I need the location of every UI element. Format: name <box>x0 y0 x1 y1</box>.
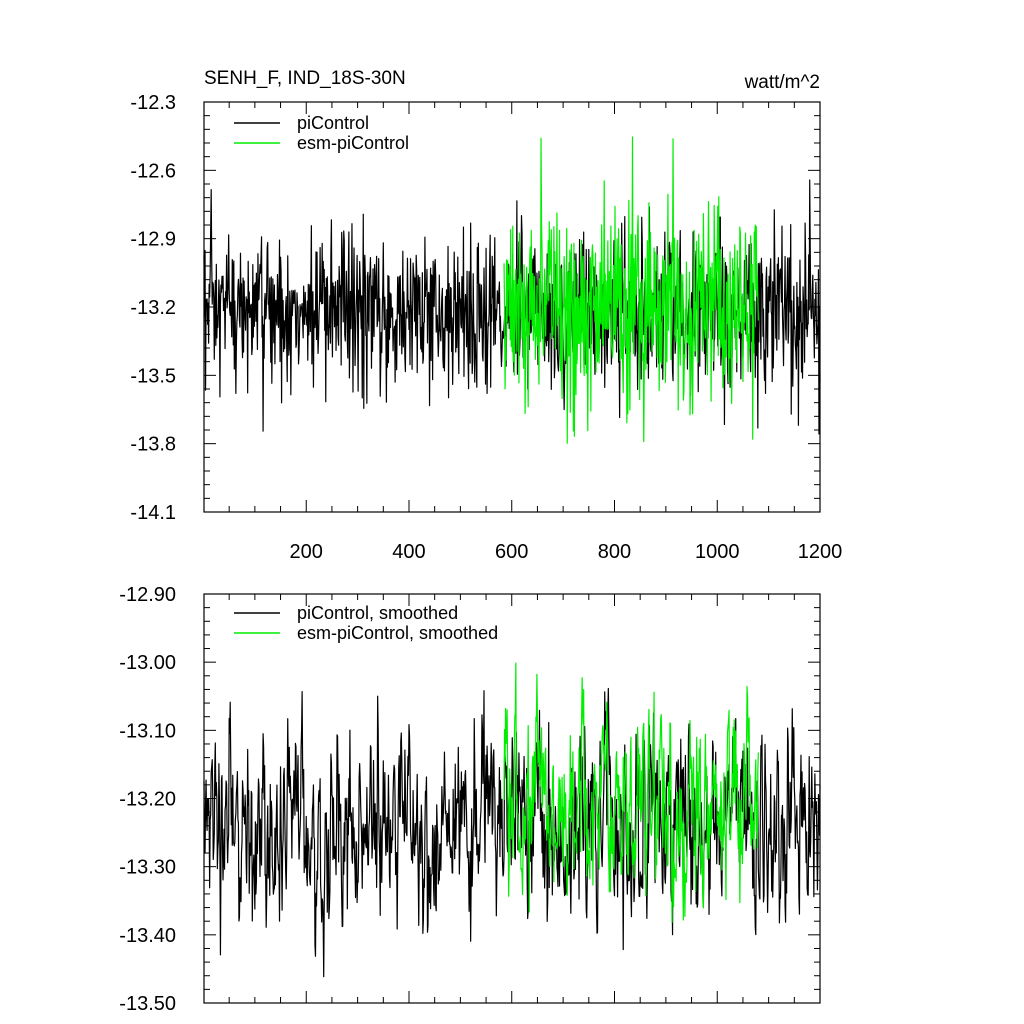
x-tick-label: 200 <box>290 541 323 563</box>
y-tick-label: -14.1 <box>130 502 176 524</box>
y-tick-label: -12.6 <box>130 160 176 182</box>
x-tick-label: 600 <box>495 541 528 563</box>
top-panel-axes: -12.3 -12.6 -12.9 -13.2 -13.5 -13.8 -14.1 200 40… <box>130 92 842 563</box>
y-tick-label: -12.90 <box>119 584 176 606</box>
y-tick-label: -13.50 <box>119 993 176 1015</box>
x-tick-label: 400 <box>392 541 425 563</box>
series-line-esm-picontrol-smoothed <box>503 662 759 923</box>
y-tick-label: -13.8 <box>130 434 176 456</box>
y-tick-label: -13.30 <box>119 857 176 879</box>
y-tick-label: -13.40 <box>119 925 176 947</box>
legend-label-esm-picontrol: esm-piControl <box>297 133 409 153</box>
y-tick-label: -12.3 <box>130 92 176 114</box>
y-tick-label: -13.00 <box>119 652 176 674</box>
x-tick-label: 800 <box>598 541 631 563</box>
y-tick-label: -13.2 <box>130 297 176 319</box>
top-panel-units: watt/m^2 <box>744 72 820 93</box>
y-tick-label: -12.9 <box>130 229 176 251</box>
y-tick-label: -13.20 <box>119 789 176 811</box>
legend-label-picontrol: piControl <box>297 113 369 133</box>
bottom-panel: -12.90 -13.00 -13.10 -13.20 -13.30 -13.40 -13.… <box>119 584 821 1015</box>
series-line-picontrol-smoothed <box>203 687 821 978</box>
y-tick-label: -13.10 <box>119 720 176 742</box>
x-tick-label: 1200 <box>798 541 843 563</box>
top-panel: SENH_F, IND_18S-30N watt/m^2 -12.3-12.6-… <box>130 68 842 563</box>
legend-label-picontrol-smoothed: piControl, smoothed <box>297 603 458 623</box>
top-panel-legend: piControl esm-piControl <box>234 113 409 153</box>
y-tick-label: -13.5 <box>130 365 176 387</box>
legend-label-esm-picontrol-smoothed: esm-piControl, smoothed <box>297 623 498 643</box>
top-panel-title: SENH_F, IND_18S-30N <box>204 68 406 89</box>
bottom-panel-axes: -12.90 -13.00 -13.10 -13.20 -13.30 -13.40 -13.… <box>119 584 821 1015</box>
x-tick-label: 1000 <box>695 541 740 563</box>
top-panel-series <box>203 136 821 444</box>
series-line-esm-picontrol <box>503 136 759 444</box>
bottom-panel-legend: piControl, smoothed esm-piControl, smoot… <box>234 603 498 643</box>
bottom-panel-series <box>203 662 821 978</box>
